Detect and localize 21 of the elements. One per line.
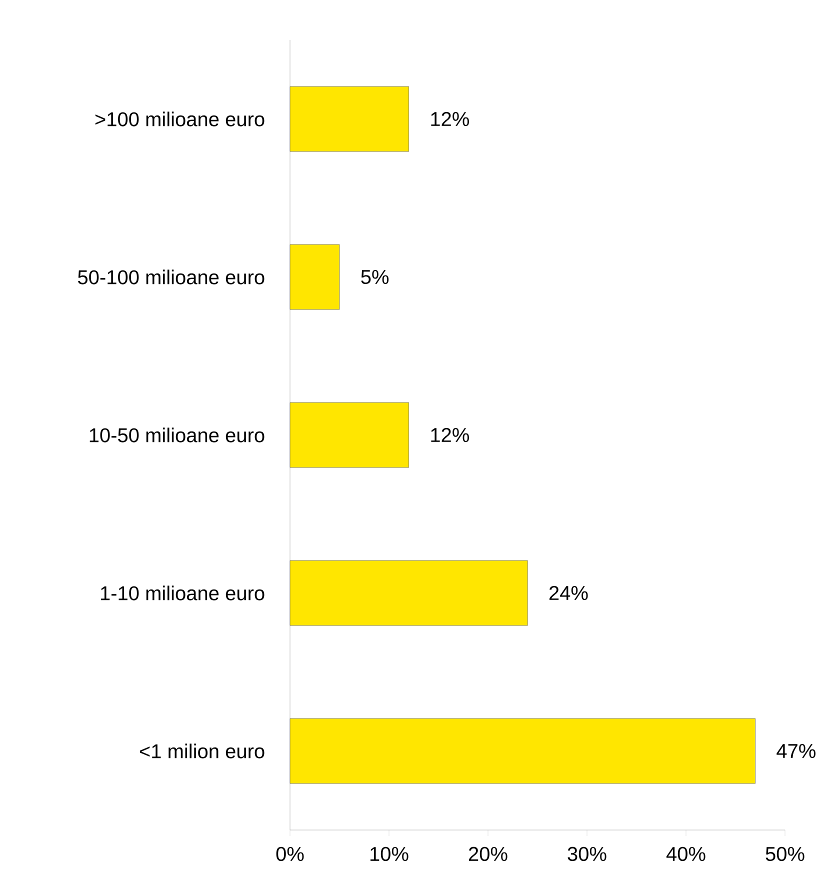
bar <box>290 718 756 784</box>
y-tick-label: <1 milion euro <box>140 744 264 758</box>
bar <box>290 560 528 626</box>
y-tick-label: >100 milioane euro <box>95 112 264 126</box>
data-label: 5% <box>361 270 389 284</box>
x-tick-label: 10% <box>370 846 408 862</box>
x-tick-label: 30% <box>568 846 606 862</box>
bar <box>290 86 409 152</box>
bar <box>290 402 409 468</box>
data-label: 47% <box>776 744 816 758</box>
y-tick-label: 10-50 milioane euro <box>90 428 264 442</box>
data-label: 24% <box>549 586 588 600</box>
x-tick-label: 20% <box>468 846 508 862</box>
y-tick-label: 50-100 milioane euro <box>78 270 264 284</box>
x-tick-label: 50% <box>766 846 804 862</box>
x-tick-label: 0% <box>276 846 304 862</box>
x-tick-label: 40% <box>666 846 706 862</box>
y-tick-label: 1-10 milioane euro <box>101 586 264 600</box>
data-label: 12% <box>431 112 469 126</box>
data-label: 12% <box>431 428 469 442</box>
bar <box>290 244 340 310</box>
